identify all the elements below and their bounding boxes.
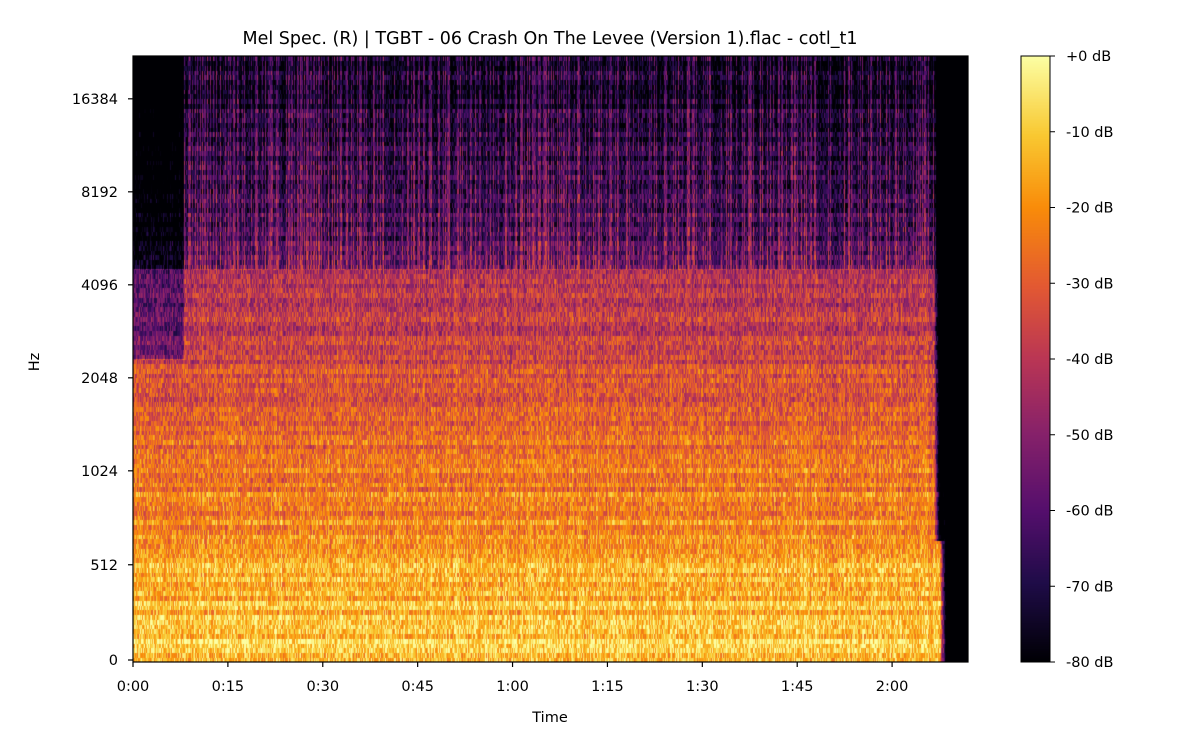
colorbar-tick-label: -60 dB: [1066, 504, 1113, 520]
y-tick-label: 2048: [81, 371, 118, 387]
spectrogram-image: [133, 56, 968, 662]
colorbar-tick-label: +0 dB: [1066, 49, 1111, 65]
y-tick-label: 1024: [81, 464, 118, 480]
colorbar-tick-label: -50 dB: [1066, 428, 1113, 444]
colorbar-tick-label: -80 dB: [1066, 655, 1113, 671]
colorbar-frame: [1020, 55, 1051, 663]
colorbar-tick-label: -30 dB: [1066, 276, 1113, 292]
colorbar-tick-label: -10 dB: [1066, 125, 1113, 141]
colorbar-tick-label: -20 dB: [1066, 201, 1113, 217]
x-tick-label: 0:00: [117, 679, 150, 695]
y-tick-label: 512: [90, 558, 118, 574]
colorbar-tick-label: -70 dB: [1066, 579, 1113, 595]
x-tick-label: 0:30: [306, 679, 339, 695]
colorbar: [1021, 56, 1050, 662]
x-tick-label: 0:15: [212, 679, 245, 695]
x-tick-label: 1:45: [781, 679, 814, 695]
colorbar-ticks: +0 dB -10 dB -20 dB -30 dB -40 dB -50 dB -60 d…: [1050, 49, 1113, 671]
y-tick-label: 4096: [81, 278, 118, 294]
x-tick-label: 1:30: [686, 679, 719, 695]
y-tick-label: 8192: [81, 185, 118, 201]
x-tick-label: 0:45: [401, 679, 434, 695]
x-axis-label: Time: [531, 710, 568, 726]
x-ticks: 0:00 0:15 0:30 0:45 1:00 1:15 1:30 1:45 2:00: [117, 662, 909, 695]
x-tick-label: 1:15: [591, 679, 624, 695]
x-tick-label: 1:00: [496, 679, 529, 695]
y-ticks: 0 512 1024 2048 4096 8192 16384: [72, 92, 133, 669]
chart-title: Mel Spec. (R) | TGBT - 06 Crash On The L…: [242, 29, 857, 49]
x-tick-label: 2:00: [876, 679, 909, 695]
colorbar-tick-label: -40 dB: [1066, 352, 1113, 368]
plot-frame: [132, 55, 969, 663]
y-tick-label: 0: [109, 653, 118, 669]
y-axis-label: Hz: [27, 353, 43, 372]
y-tick-label: 16384: [72, 92, 118, 108]
